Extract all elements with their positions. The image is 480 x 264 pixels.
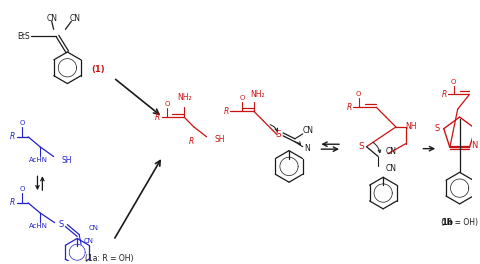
- Text: R: R: [10, 132, 15, 141]
- Text: S: S: [59, 220, 64, 229]
- Text: CN: CN: [385, 164, 396, 173]
- Text: O: O: [355, 91, 360, 97]
- Text: NH₂: NH₂: [250, 90, 264, 99]
- Text: CN: CN: [89, 225, 99, 230]
- Text: SH: SH: [61, 156, 72, 165]
- Text: R: R: [189, 137, 194, 146]
- Text: O: O: [164, 101, 170, 107]
- Text: CN: CN: [302, 126, 313, 135]
- Text: N: N: [470, 141, 477, 150]
- Text: CN: CN: [46, 14, 57, 23]
- Text: R: R: [346, 103, 351, 112]
- Text: S: S: [434, 124, 439, 133]
- Text: S: S: [358, 142, 364, 151]
- Text: : R = OH): : R = OH): [441, 218, 477, 227]
- Text: NH₂: NH₂: [176, 93, 191, 102]
- Text: AcHN: AcHN: [28, 223, 48, 229]
- Text: CN: CN: [84, 238, 94, 244]
- Text: CN: CN: [385, 147, 396, 156]
- Text: R: R: [224, 107, 228, 116]
- Text: S: S: [275, 130, 280, 139]
- Text: SH: SH: [214, 135, 225, 144]
- Text: AcHN: AcHN: [28, 158, 48, 163]
- Text: (: (: [440, 218, 443, 227]
- Text: O: O: [450, 79, 456, 84]
- Text: R: R: [10, 199, 15, 208]
- Text: R: R: [441, 90, 446, 99]
- Text: R: R: [155, 112, 160, 122]
- Text: NH: NH: [405, 122, 416, 131]
- Text: 1b: 1b: [440, 218, 452, 227]
- Text: O: O: [239, 95, 244, 101]
- Text: CN: CN: [70, 14, 81, 23]
- Text: O: O: [20, 120, 25, 126]
- Text: EtS: EtS: [17, 32, 30, 41]
- Text: (1a: R = OH): (1a: R = OH): [85, 254, 133, 263]
- Text: O: O: [20, 186, 25, 192]
- Text: N: N: [304, 144, 310, 153]
- Text: (1): (1): [91, 65, 104, 74]
